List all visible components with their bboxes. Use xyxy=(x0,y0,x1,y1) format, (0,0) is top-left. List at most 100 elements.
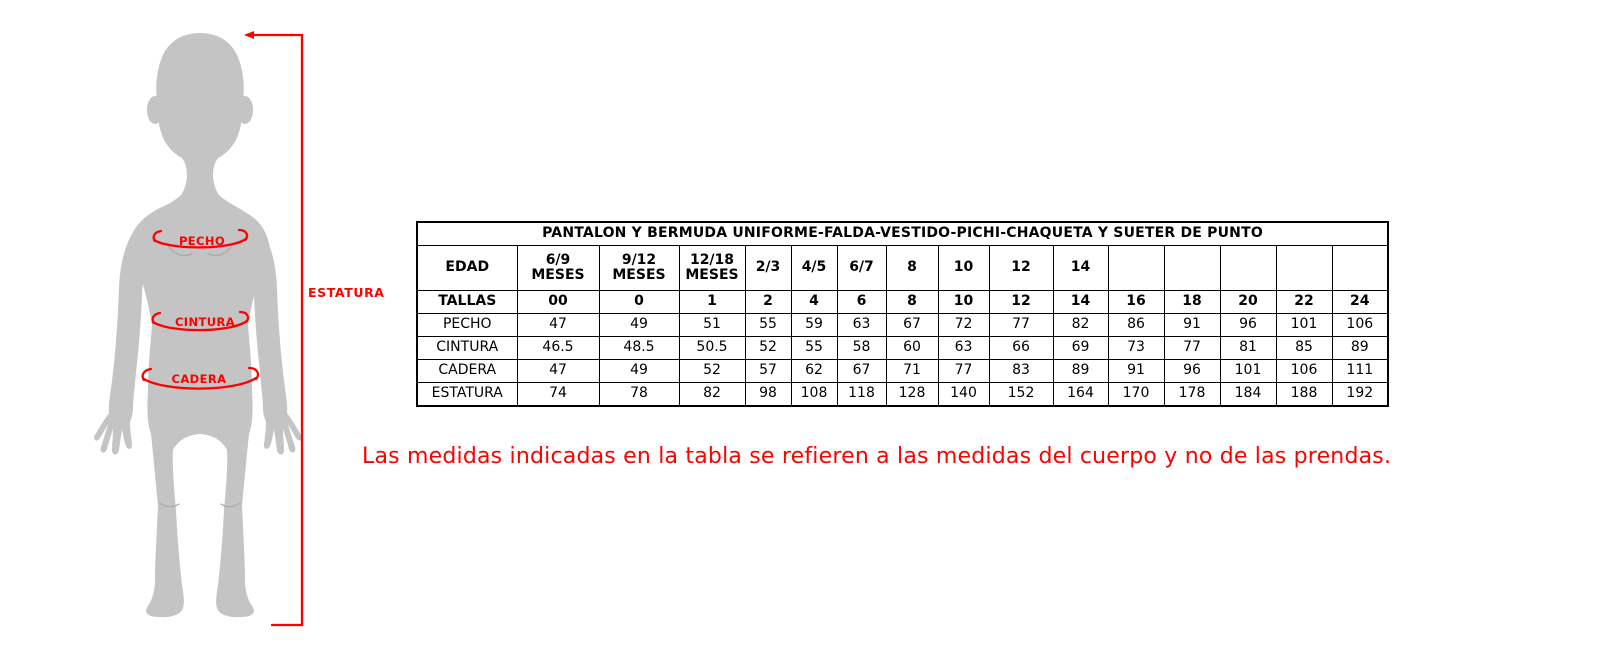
measure-cell: 128 xyxy=(885,382,939,407)
measure-cell: 50.5 xyxy=(678,336,746,360)
estatura-arrowhead xyxy=(244,31,254,39)
size-guide-figure: PECHO CINTURA CADERA ESTATURA xyxy=(94,31,385,627)
talla-cell: 4 xyxy=(790,290,838,314)
edad-cell xyxy=(1107,245,1165,291)
measure-cell: 73 xyxy=(1107,336,1165,360)
measure-cell: 118 xyxy=(836,382,887,407)
talla-cell: 2 xyxy=(744,290,792,314)
measure-cell: 96 xyxy=(1163,359,1221,383)
talla-cell: 24 xyxy=(1331,290,1389,314)
cintura-measure-line xyxy=(151,319,249,332)
pecho-measure-line xyxy=(237,228,249,242)
measure-cell: 46.5 xyxy=(516,336,600,360)
measure-cell: 77 xyxy=(988,313,1054,337)
talla-cell: 00 xyxy=(516,290,600,314)
cadera-measure-line xyxy=(247,366,260,381)
measure-cell: 96 xyxy=(1219,313,1277,337)
edad-cell xyxy=(1163,245,1221,291)
measure-cell: 52 xyxy=(744,336,792,360)
measure-cell: 91 xyxy=(1107,359,1165,383)
talla-cell: 22 xyxy=(1275,290,1333,314)
measure-cell: 67 xyxy=(836,359,887,383)
talla-cell: 12 xyxy=(988,290,1054,314)
measure-cell: 108 xyxy=(790,382,838,407)
left-arm xyxy=(94,200,180,455)
talla-cell: 8 xyxy=(885,290,939,314)
measure-cell: 59 xyxy=(790,313,838,337)
talla-cell: 16 xyxy=(1107,290,1165,314)
measure-cell: 47 xyxy=(516,359,600,383)
measure-cell: 101 xyxy=(1275,313,1333,337)
size-table: PANTALON Y BERMUDA UNIFORME-FALDA-VESTID… xyxy=(416,221,1390,407)
edad-cell: 10 xyxy=(937,245,990,291)
estatura-bracket xyxy=(245,33,304,627)
measure-cell: 66 xyxy=(988,336,1054,360)
measure-cell: 69 xyxy=(1052,336,1109,360)
cadera-row: CADERA 47 49 52 57 62 67 71 77 83 89 91 … xyxy=(416,359,1389,383)
talla-cell: 14 xyxy=(1052,290,1109,314)
measure-cell: 106 xyxy=(1331,313,1389,337)
measure-cell: 83 xyxy=(988,359,1054,383)
measure-cell: 81 xyxy=(1219,336,1277,360)
measure-cell: 47 xyxy=(516,313,600,337)
measure-cell: 63 xyxy=(836,313,887,337)
measure-cell: 49 xyxy=(598,359,680,383)
row-header-tallas: TALLAS xyxy=(416,290,518,314)
measure-cell: 89 xyxy=(1331,336,1389,360)
measure-cell: 86 xyxy=(1107,313,1165,337)
edad-cell: 8 xyxy=(885,245,939,291)
measure-cell: 170 xyxy=(1107,382,1165,407)
measure-cell: 67 xyxy=(885,313,939,337)
measure-cell: 188 xyxy=(1275,382,1333,407)
caption: Las medidas indicadas en la tabla se ref… xyxy=(362,444,1392,469)
measure-cell: 85 xyxy=(1275,336,1333,360)
measure-cell: 91 xyxy=(1163,313,1221,337)
knee-crease-right xyxy=(220,502,241,508)
edad-cell: 14 xyxy=(1052,245,1109,291)
child-silhouette xyxy=(130,33,270,618)
table-title: PANTALON Y BERMUDA UNIFORME-FALDA-VESTID… xyxy=(416,221,1389,246)
row-header-edad: EDAD xyxy=(416,245,518,291)
measure-cell: 71 xyxy=(885,359,939,383)
measure-cell: 77 xyxy=(937,359,990,383)
measure-cell: 192 xyxy=(1331,382,1389,407)
table-title-row: PANTALON Y BERMUDA UNIFORME-FALDA-VESTID… xyxy=(416,221,1389,246)
talla-cell: 20 xyxy=(1219,290,1277,314)
measure-cell: 74 xyxy=(516,382,600,407)
measure-cell: 184 xyxy=(1219,382,1277,407)
talla-cell: 10 xyxy=(937,290,990,314)
row-header-cintura: CINTURA xyxy=(416,336,518,360)
talla-cell: 6 xyxy=(836,290,887,314)
size-table-container: PANTALON Y BERMUDA UNIFORME-FALDA-VESTID… xyxy=(416,221,1390,407)
estatura-label: ESTATURA xyxy=(308,285,385,300)
measure-cell: 57 xyxy=(744,359,792,383)
measure-cell: 111 xyxy=(1331,359,1389,383)
estatura-row: ESTATURA 74 78 82 98 108 118 128 140 152… xyxy=(416,382,1389,407)
pecho-row: PECHO 47 49 51 55 59 63 67 72 77 82 86 9… xyxy=(416,313,1389,337)
measure-cell: 48.5 xyxy=(598,336,680,360)
measure-cell: 58 xyxy=(836,336,887,360)
measure-cell: 62 xyxy=(790,359,838,383)
measure-cell: 72 xyxy=(937,313,990,337)
edad-cell: 12/18 MESES xyxy=(678,245,746,291)
talla-cell: 1 xyxy=(678,290,746,314)
measure-cell: 51 xyxy=(678,313,746,337)
measure-cell: 82 xyxy=(1052,313,1109,337)
measure-cell: 101 xyxy=(1219,359,1277,383)
row-header-pecho: PECHO xyxy=(416,313,518,337)
measure-cell: 164 xyxy=(1052,382,1109,407)
edad-cell xyxy=(1331,245,1389,291)
edad-cell xyxy=(1275,245,1333,291)
measure-cell: 78 xyxy=(598,382,680,407)
measure-cell: 60 xyxy=(885,336,939,360)
measure-cell: 152 xyxy=(988,382,1054,407)
edad-cell: 6/7 xyxy=(836,245,887,291)
measure-cell: 98 xyxy=(744,382,792,407)
measure-cell: 55 xyxy=(744,313,792,337)
measure-cell: 82 xyxy=(678,382,746,407)
measure-cell: 77 xyxy=(1163,336,1221,360)
cintura-label: CINTURA xyxy=(175,315,235,329)
edad-cell: 9/12 MESES xyxy=(598,245,680,291)
cadera-measure-line xyxy=(142,376,258,390)
cintura-row: CINTURA 46.5 48.5 50.5 52 55 58 60 63 66… xyxy=(416,336,1389,360)
